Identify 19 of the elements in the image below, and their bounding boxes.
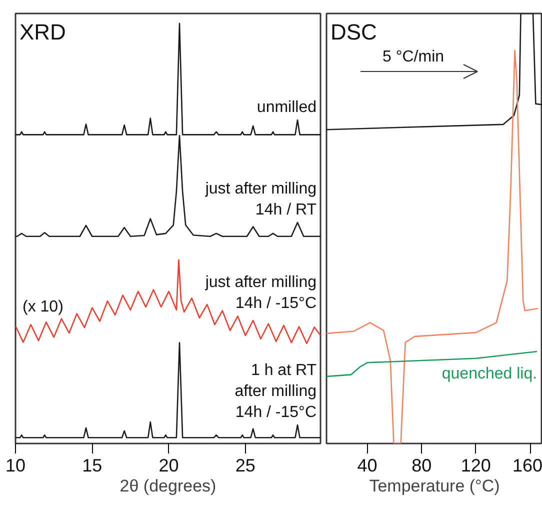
series-label: quenched liq. [442,365,538,382]
x-tick-label: 160 [512,456,542,476]
x-tick-label: 15 [82,456,102,476]
x-axis-title: 2θ (degrees) [120,476,216,496]
series-label: just after milling 14h / -15°C [204,274,317,312]
series-label: 1 h at RT after milling 14h / -15°C [234,362,317,422]
chart-title: XRD [20,20,66,44]
series-label: just after milling 14h / RT [204,180,317,219]
x-tick-label: 40 [357,456,378,476]
x-tick-label: 120 [460,456,491,476]
x-tick-label: 10 [5,456,26,476]
series-label: unmilled [256,99,317,116]
chart-title: DSC [330,20,378,44]
annotation: (x 10) [22,298,64,316]
x-tick-label: 80 [412,456,432,476]
x-tick-label: 20 [158,456,179,476]
annotation: 5 °C/min [382,48,444,66]
x-tick-label: 25 [235,456,256,476]
x-axis-title: Temperature (°C) [369,476,500,496]
